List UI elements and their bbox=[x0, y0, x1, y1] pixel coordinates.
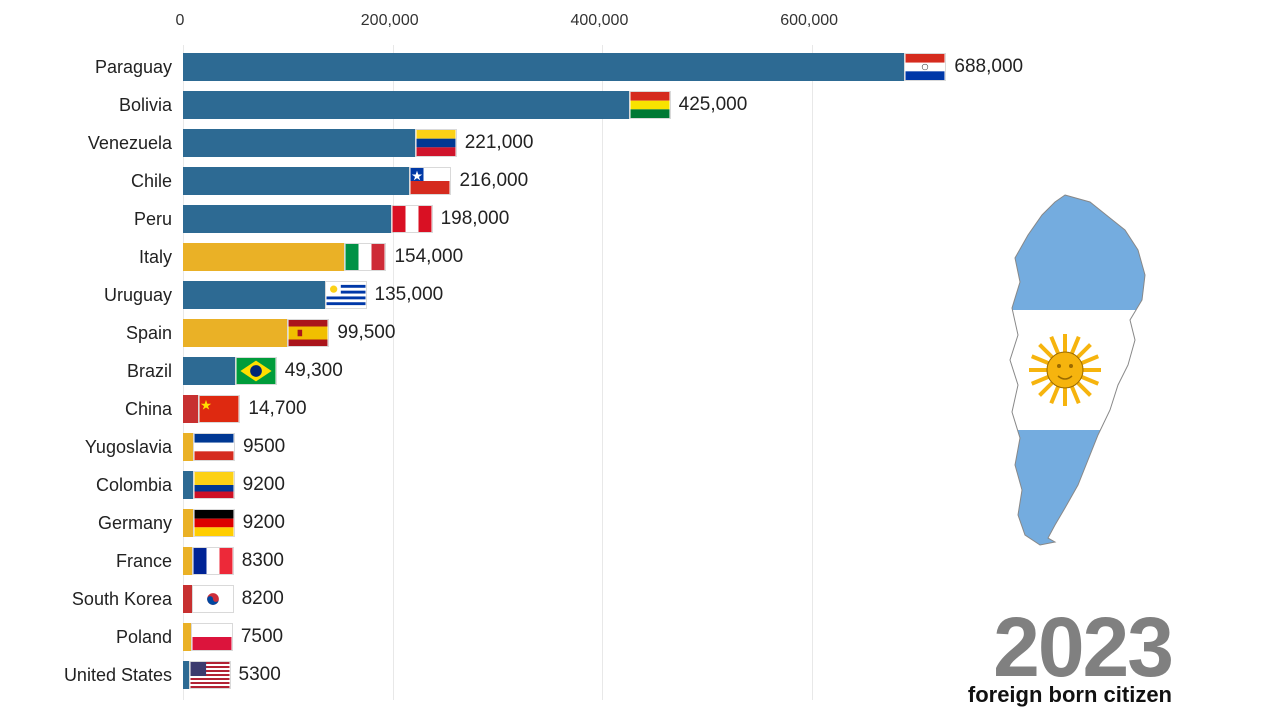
bar-rect bbox=[183, 433, 193, 461]
poland-flag-icon bbox=[191, 623, 233, 651]
bolivia-flag-icon bbox=[629, 91, 671, 119]
value-label: 9200 bbox=[243, 474, 285, 496]
value-label: 5300 bbox=[239, 664, 281, 686]
country-label: United States bbox=[8, 665, 178, 686]
value-label: 425,000 bbox=[679, 94, 748, 116]
x-axis-tick-label: 200,000 bbox=[361, 12, 419, 30]
bar-row: South Korea 8200 bbox=[0, 580, 930, 618]
country-label: Yugoslavia bbox=[8, 437, 178, 458]
year-text: 2023 bbox=[968, 610, 1172, 686]
year-annotation: 2023 foreign born citizen bbox=[968, 610, 1172, 708]
bar-rect bbox=[183, 205, 391, 233]
paraguay-flag-icon bbox=[904, 53, 946, 81]
bar-row: Uruguay 135,000 bbox=[0, 276, 930, 314]
bar-rect bbox=[183, 395, 198, 423]
bar-row: France 8300 bbox=[0, 542, 930, 580]
country-label: Germany bbox=[8, 513, 178, 534]
germany-flag-icon bbox=[193, 509, 235, 537]
bar-row: Yugoslavia 9500 bbox=[0, 428, 930, 466]
bar-row: Chile 216,000 bbox=[0, 162, 930, 200]
value-label: 154,000 bbox=[394, 246, 463, 268]
map-stripe-bottom bbox=[970, 430, 1160, 550]
brazil-flag-icon bbox=[235, 357, 277, 385]
value-label: 7500 bbox=[241, 626, 283, 648]
bar-rect bbox=[183, 585, 192, 613]
value-label: 14,700 bbox=[248, 398, 306, 420]
bar-row: Peru 198,000 bbox=[0, 200, 930, 238]
yugoslavia-flag-icon bbox=[193, 433, 235, 461]
southkorea-flag-icon bbox=[192, 585, 234, 613]
x-axis-tick-label: 600,000 bbox=[780, 12, 838, 30]
country-label: Bolivia bbox=[8, 95, 178, 116]
venezuela-flag-icon bbox=[415, 129, 457, 157]
bar-row: Italy 154,000 bbox=[0, 238, 930, 276]
china-flag-icon bbox=[198, 395, 240, 423]
bar-rect bbox=[183, 129, 415, 157]
country-label: China bbox=[8, 399, 178, 420]
value-label: 221,000 bbox=[465, 132, 534, 154]
value-label: 9500 bbox=[243, 436, 285, 458]
bar-rect bbox=[183, 319, 287, 347]
bar-row: Paraguay688,000 bbox=[0, 48, 930, 86]
value-label: 99,500 bbox=[337, 322, 395, 344]
chart-container: 0200,000400,000600,000 Paraguay688,000Bo… bbox=[0, 0, 1280, 720]
value-label: 49,300 bbox=[285, 360, 343, 382]
country-label: Chile bbox=[8, 171, 178, 192]
bar-row: Venezuela 221,000 bbox=[0, 124, 930, 162]
value-label: 688,000 bbox=[954, 56, 1023, 78]
value-label: 216,000 bbox=[459, 170, 528, 192]
country-label: Colombia bbox=[8, 475, 178, 496]
bar-rect bbox=[183, 281, 325, 309]
x-axis-tick-label: 0 bbox=[176, 12, 185, 30]
uruguay-flag-icon bbox=[325, 281, 367, 309]
country-label: Spain bbox=[8, 323, 178, 344]
country-label: Paraguay bbox=[8, 57, 178, 78]
country-label: Italy bbox=[8, 247, 178, 268]
country-label: Venezuela bbox=[8, 133, 178, 154]
bar-row: Spain 99,500 bbox=[0, 314, 930, 352]
bar-rect bbox=[183, 623, 191, 651]
x-axis-labels: 0200,000400,000600,000 bbox=[180, 12, 920, 32]
bar-rect bbox=[183, 357, 235, 385]
bar-row: Germany 9200 bbox=[0, 504, 930, 542]
chile-flag-icon bbox=[409, 167, 451, 195]
value-label: 8200 bbox=[242, 588, 284, 610]
bar-rect bbox=[183, 547, 192, 575]
bar-rows: Paraguay688,000 Bolivia 425,000 Venezuela 22… bbox=[0, 48, 930, 694]
italy-flag-icon bbox=[344, 243, 386, 271]
country-label: Brazil bbox=[8, 361, 178, 382]
value-label: 9200 bbox=[243, 512, 285, 534]
france-flag-icon bbox=[192, 547, 234, 575]
country-label: Peru bbox=[8, 209, 178, 230]
bar-rect bbox=[183, 167, 409, 195]
country-label: Poland bbox=[8, 627, 178, 648]
country-label: France bbox=[8, 551, 178, 572]
bar-rect bbox=[183, 53, 904, 81]
x-axis-tick-label: 400,000 bbox=[571, 12, 629, 30]
country-label: South Korea bbox=[8, 589, 178, 610]
peru-flag-icon bbox=[391, 205, 433, 233]
bar-row: Brazil 49,300 bbox=[0, 352, 930, 390]
subtitle-text: foreign born citizen bbox=[968, 682, 1172, 708]
bar-row: United States 5300 bbox=[0, 656, 930, 694]
spain-flag-icon bbox=[287, 319, 329, 347]
value-label: 198,000 bbox=[441, 208, 510, 230]
bar-row: China 14,700 bbox=[0, 390, 930, 428]
argentina-map bbox=[970, 190, 1160, 550]
bar-rect bbox=[183, 243, 344, 271]
bar-rect bbox=[183, 471, 193, 499]
value-label: 135,000 bbox=[375, 284, 444, 306]
bar-row: Colombia 9200 bbox=[0, 466, 930, 504]
country-label: Uruguay bbox=[8, 285, 178, 306]
usa-flag-icon bbox=[189, 661, 231, 689]
bar-row: Poland 7500 bbox=[0, 618, 930, 656]
value-label: 8300 bbox=[242, 550, 284, 572]
map-stripe-top bbox=[970, 190, 1160, 310]
sun-of-may-icon bbox=[1029, 334, 1101, 406]
bar-rect bbox=[183, 509, 193, 537]
bar-row: Bolivia 425,000 bbox=[0, 86, 930, 124]
colombia-flag-icon bbox=[193, 471, 235, 499]
bar-rect bbox=[183, 91, 629, 119]
